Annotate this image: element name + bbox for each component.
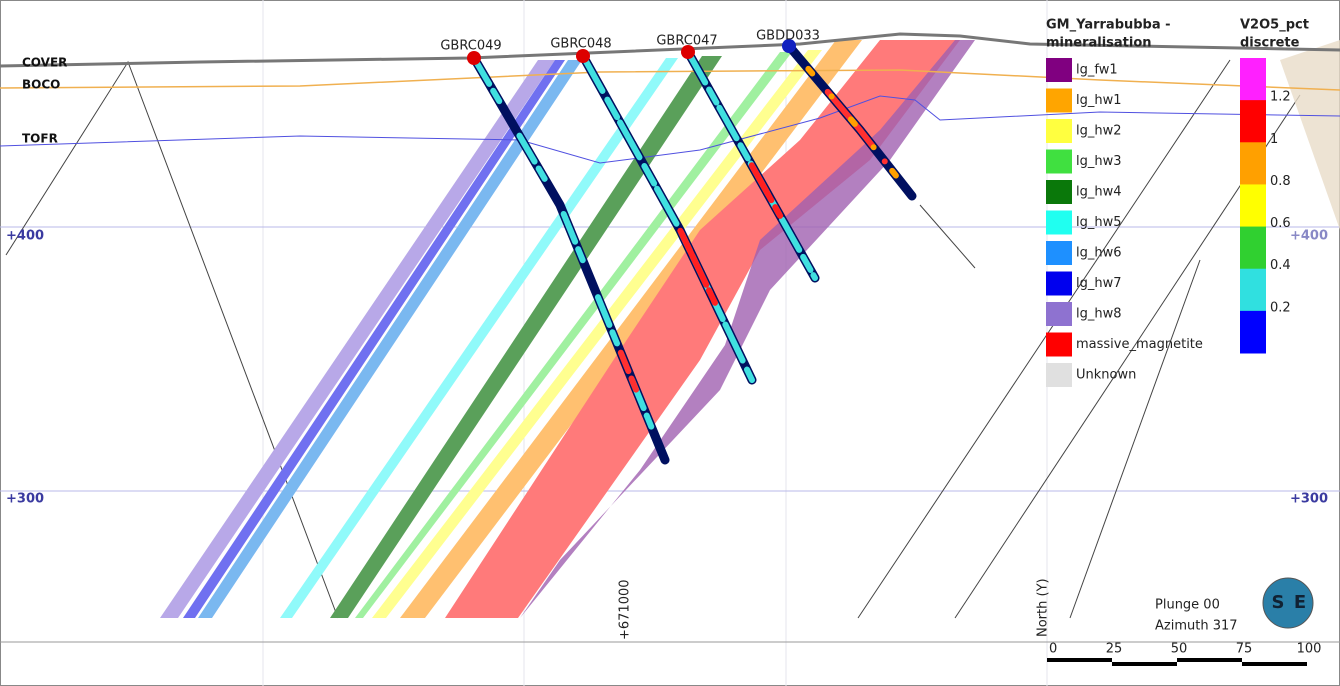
legend-label: lg_hw6 xyxy=(1076,246,1122,261)
legend-swatch xyxy=(1046,58,1072,82)
legend-swatch xyxy=(1046,119,1072,143)
scale-label: 1.2 xyxy=(1270,90,1291,105)
horizon-label: COVER xyxy=(22,56,67,70)
legend-label: lg_fw1 xyxy=(1076,63,1118,78)
scale-bar-label: 75 xyxy=(1236,642,1253,657)
legend-swatch xyxy=(1046,302,1072,326)
legend-label: lg_hw5 xyxy=(1076,215,1122,230)
logo-letter: E xyxy=(1294,592,1306,613)
legend-label: massive_magnetite xyxy=(1076,337,1203,352)
scale-bar-label: 100 xyxy=(1297,642,1322,657)
elevation-label: +400 xyxy=(6,229,44,244)
legend-label: lg_hw3 xyxy=(1076,154,1122,169)
legend-swatch xyxy=(1046,241,1072,265)
legend-swatch xyxy=(1046,180,1072,204)
legend-label: lg_hw8 xyxy=(1076,307,1122,322)
scale-bar-label: 25 xyxy=(1106,642,1123,657)
elevation-label: +400 xyxy=(1290,229,1328,244)
scale-segment xyxy=(1240,58,1266,101)
scale-bar-label: 50 xyxy=(1171,642,1188,657)
section-view: GBRC049 GBRC048 GBRC047 GBDD033 COVER BO… xyxy=(0,0,1340,686)
scale-label: 1 xyxy=(1270,132,1278,147)
drillhole-label: GBRC048 xyxy=(550,37,611,52)
legend-label: lg_hw1 xyxy=(1076,93,1122,108)
horizon-label: TOFR xyxy=(22,132,58,146)
scale-segment xyxy=(1240,184,1266,227)
drillhole-label: GBRC049 xyxy=(440,39,501,54)
legend-swatch xyxy=(1046,333,1072,357)
scale-segment xyxy=(1240,142,1266,185)
scale-label: 0.2 xyxy=(1270,300,1291,315)
plunge: Plunge 00 xyxy=(1155,598,1220,613)
legend-swatch xyxy=(1046,211,1072,235)
drillhole-label: GBDD033 xyxy=(756,29,820,44)
scale-segment xyxy=(1240,100,1266,143)
scale-bar-label: 0 xyxy=(1049,642,1057,657)
scale-segment xyxy=(1240,227,1266,270)
scale-segment xyxy=(1240,311,1266,354)
legend-swatch xyxy=(1046,272,1072,296)
legend-swatch xyxy=(1046,150,1072,174)
north-label: North (Y) xyxy=(1036,578,1051,637)
scale-title: V2O5_pct xyxy=(1240,18,1309,33)
drillhole-label: GBRC047 xyxy=(656,34,717,49)
legend-label: lg_hw2 xyxy=(1076,124,1122,139)
scale-segment xyxy=(1240,269,1266,312)
legend-label: Unknown xyxy=(1076,368,1136,383)
scale-title: discrete xyxy=(1240,36,1300,51)
elevation-label: +300 xyxy=(1290,492,1328,507)
legend-label: lg_hw4 xyxy=(1076,185,1122,200)
easting-label: +671000 xyxy=(618,579,633,640)
horizon-label: BOCO xyxy=(22,78,60,92)
legend-swatch xyxy=(1046,363,1072,387)
legend-swatch xyxy=(1046,89,1072,113)
legend-label: lg_hw7 xyxy=(1076,276,1122,291)
legend-title: mineralisation xyxy=(1046,36,1152,51)
scale-label: 0.6 xyxy=(1270,216,1291,231)
azimuth: Azimuth 317 xyxy=(1155,619,1238,634)
scale-label: 0.8 xyxy=(1270,174,1291,189)
scale-label: 0.4 xyxy=(1270,258,1291,273)
elevation-label: +300 xyxy=(6,492,44,507)
legend-title: GM_Yarrabubba - xyxy=(1046,18,1171,33)
logo-letter: S xyxy=(1272,592,1285,613)
